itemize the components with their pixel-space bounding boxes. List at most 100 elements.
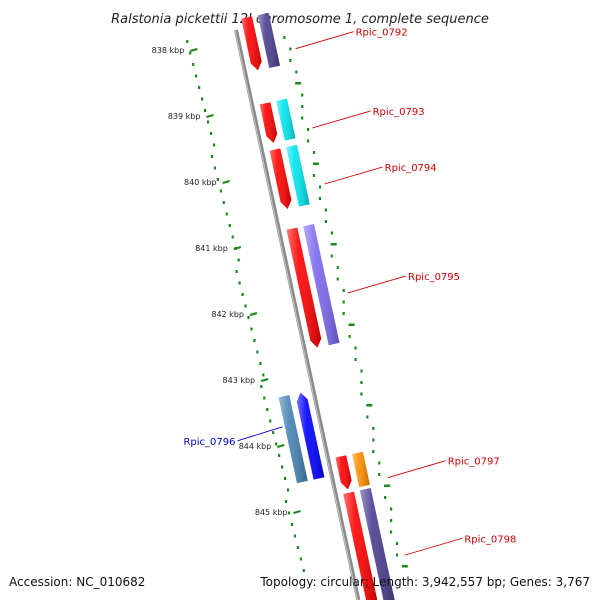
- kbp-tick: [189, 47, 198, 53]
- gc-mark-right: [324, 220, 327, 223]
- gc-mark-right: [360, 369, 363, 373]
- gc-mark-right: [336, 277, 339, 281]
- gene-leader-line: [237, 426, 283, 442]
- gc-mark-right: [366, 404, 373, 407]
- gc-mark-left: [302, 569, 305, 572]
- gene-leader-line: [387, 460, 446, 479]
- gene-labels: Rpic_0792 Rpic_0793 Rpic_0794 Rpic_0795 Rpic…: [183, 28, 516, 556]
- gc-mark-left: [263, 396, 266, 400]
- gene-arrow-Rpic_0797[interactable]: [335, 455, 352, 490]
- gc-mark-right: [360, 392, 363, 396]
- gc-mark-right: [395, 553, 399, 557]
- gc-mark-left: [278, 454, 281, 457]
- kbp-tick-label: 843 kbp: [223, 376, 256, 385]
- gc-mark-right: [295, 82, 302, 85]
- gene-arrow-Rpic_0795[interactable]: [286, 227, 322, 348]
- map-title: Ralstonia pickettii 12J chromosome 1, co…: [111, 12, 489, 27]
- gene-annotation-bar-Rpic_0794: [286, 144, 310, 207]
- gc-mark-left: [198, 86, 201, 89]
- gene-annotation-bar-Rpic_0798: [359, 488, 395, 600]
- gc-mark-left: [231, 235, 234, 239]
- gc-mark-right: [301, 116, 304, 120]
- gene-arrow-Rpic_0792[interactable]: [241, 16, 262, 71]
- gc-mark-left: [286, 488, 290, 492]
- gc-mark-left: [284, 500, 288, 503]
- gc-mark-left: [203, 109, 207, 112]
- gene-arrow-Rpic_0796[interactable]: [296, 392, 325, 480]
- gc-mark-left: [212, 143, 216, 147]
- gene-arrow-Rpic_0793[interactable]: [259, 102, 278, 143]
- gc-mark-right: [312, 174, 316, 177]
- gene-arrow-Rpic_0794[interactable]: [269, 148, 292, 209]
- kbp-tick-label: 845 kbp: [255, 508, 288, 517]
- gc-mark-right: [360, 381, 363, 384]
- chromosome-backbone: [234, 29, 361, 600]
- gene-label-Rpic_0792[interactable]: Rpic_0792: [356, 28, 408, 39]
- gc-mark-right: [395, 542, 399, 545]
- gene-label-Rpic_0793[interactable]: Rpic_0793: [373, 107, 425, 118]
- gc-mark-left: [293, 534, 297, 538]
- gc-mark-left: [259, 362, 262, 365]
- gc-mark-right: [295, 70, 298, 74]
- gc-mark-right: [318, 185, 322, 189]
- gene-leader-line: [324, 166, 383, 185]
- gc-mark-left: [192, 63, 195, 66]
- gc-mark-left: [299, 557, 302, 561]
- gene-label-Rpic_0794[interactable]: Rpic_0794: [385, 163, 437, 174]
- gene-label-Rpic_0798[interactable]: Rpic_0798: [464, 534, 516, 545]
- gc-mark-right: [330, 231, 333, 235]
- gene-label-Rpic_0795[interactable]: Rpic_0795: [408, 272, 460, 283]
- gc-mark-left: [290, 523, 294, 526]
- kbp-tick: [293, 509, 301, 515]
- gc-mark-right: [330, 243, 337, 246]
- gc-mark-left: [241, 293, 244, 296]
- gc-mark-right: [342, 300, 345, 304]
- gc-mark-right: [372, 450, 375, 453]
- gc-mark-right: [312, 151, 316, 154]
- gc-mark-left: [287, 511, 291, 515]
- kbp-tick: [277, 443, 285, 449]
- kbp-tick: [222, 179, 230, 185]
- gc-mark-left: [195, 74, 198, 78]
- kbp-tick-label: 842 kbp: [211, 310, 244, 319]
- kbp-tick: [260, 377, 269, 383]
- kbp-tick: [249, 311, 258, 317]
- gc-mark-left: [186, 40, 189, 43]
- gc-mark-right: [384, 484, 391, 487]
- gene-annotation-bar-Rpic_0793: [276, 98, 296, 141]
- gene-arrow-Rpic_0798[interactable]: [343, 491, 378, 600]
- gene-leader-line: [312, 110, 371, 129]
- gene-label-Rpic_0797[interactable]: Rpic_0797: [448, 457, 500, 468]
- gc-mark-right: [378, 461, 381, 465]
- gene-annotation-bar-Rpic_0792: [257, 12, 280, 69]
- kbp-tick-label: 839 kbp: [168, 112, 201, 121]
- gene-leader-line: [347, 275, 407, 294]
- gc-mark-right: [372, 438, 375, 442]
- gc-mark-right: [354, 358, 357, 361]
- gc-mark-right: [389, 519, 393, 522]
- gc-mark-left: [219, 189, 222, 193]
- kbp-tick-label: 841 kbp: [195, 244, 228, 253]
- gc-mark-left: [228, 224, 231, 227]
- gc-mark-right: [289, 47, 292, 51]
- gc-mark-right: [336, 266, 339, 269]
- genome-summary-text: Topology: circular; Length: 3,942,557 bp…: [259, 575, 590, 589]
- gc-mark-left: [253, 339, 256, 342]
- gc-mark-left: [222, 201, 225, 204]
- gene-leader-line: [404, 537, 463, 556]
- gc-mark-left: [244, 304, 247, 308]
- gc-mark-right: [354, 346, 357, 350]
- gc-mark-right: [289, 59, 292, 62]
- gc-mark-right: [378, 473, 381, 476]
- gc-mark-left: [216, 178, 219, 181]
- gc-mark-right: [301, 93, 304, 97]
- gc-mark-left: [269, 419, 272, 423]
- gc-mark-right: [324, 208, 328, 212]
- gene-label-Rpic_0796[interactable]: Rpic_0796: [183, 437, 235, 448]
- gene-annotation-bar-Rpic_0797: [352, 451, 370, 488]
- gc-mark-left: [283, 477, 287, 480]
- gc-mark-right: [307, 139, 310, 143]
- kbp-tick: [206, 113, 214, 119]
- gc-mark-right: [283, 36, 286, 39]
- kbp-tick-label: 840 kbp: [184, 178, 217, 187]
